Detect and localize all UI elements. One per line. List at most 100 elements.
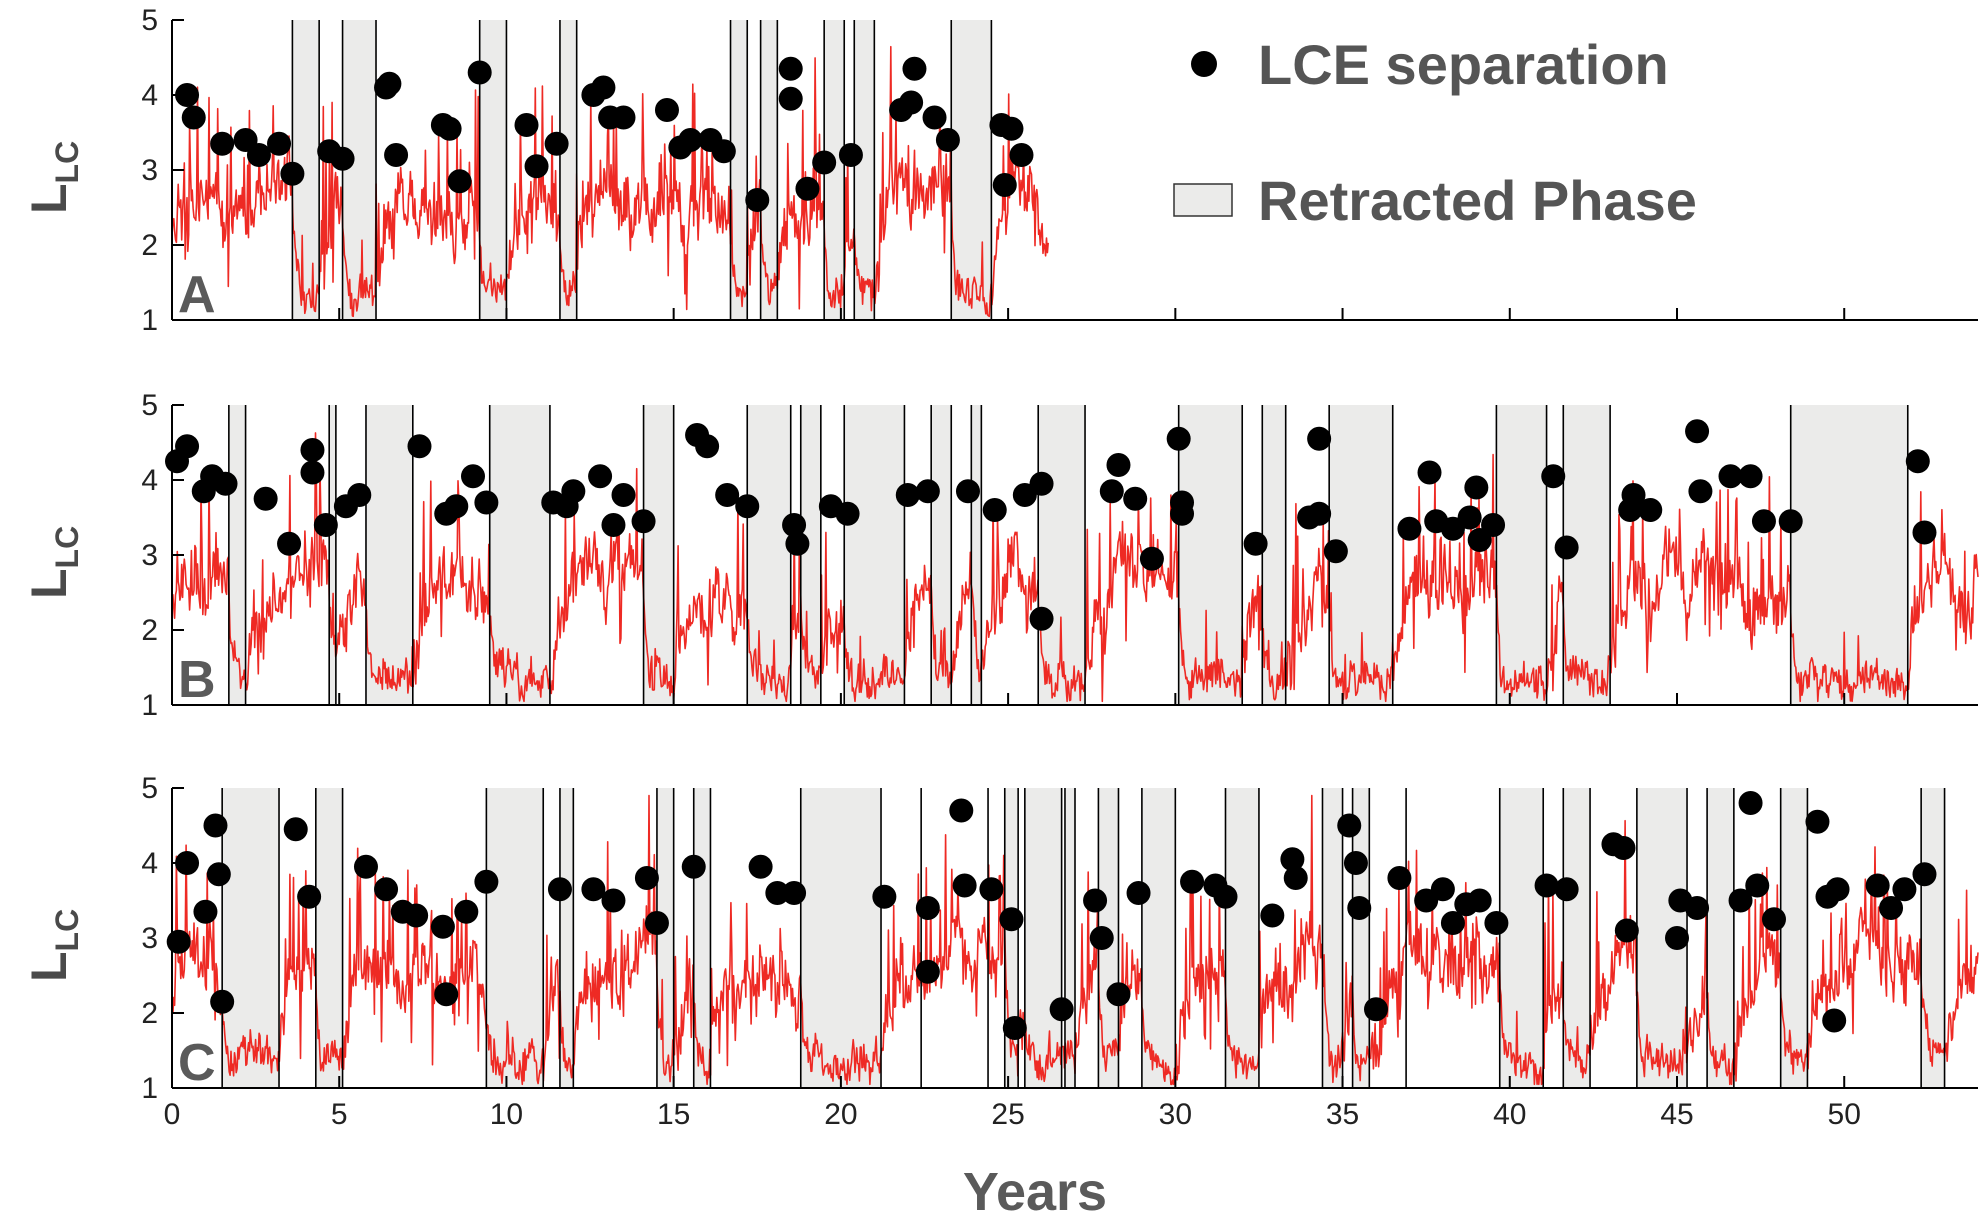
lce-separation-point-68 — [1738, 464, 1763, 489]
lce-separation-point-20 — [561, 479, 586, 504]
lce-separation-point-57 — [1464, 475, 1489, 500]
lce-separation-point-70 — [1778, 509, 1803, 534]
retracted-phase-2 — [315, 788, 343, 1088]
lce-separation-point-1 — [175, 83, 200, 107]
retracted-phase-14 — [1322, 788, 1343, 1088]
lce-separation-point-38 — [922, 105, 947, 130]
lce-separation-point-14 — [434, 982, 459, 1007]
lce-separation-point-41 — [999, 116, 1024, 141]
lce-separation-point-69 — [1751, 509, 1776, 534]
y-tick-label-4: 4 — [141, 464, 158, 497]
lce-separation-point-47 — [1243, 531, 1268, 556]
lce-separation-point-6 — [210, 989, 235, 1014]
lce-separation-point-67 — [1718, 464, 1743, 489]
lce-separation-point-55 — [1484, 911, 1509, 935]
retracted-phase-13 — [1262, 405, 1286, 705]
y-tick-label-2: 2 — [141, 997, 158, 1030]
panel-b: 1 2 3 4 5 LLC B — [21, 389, 1979, 722]
lce-separation-point-34 — [1049, 997, 1074, 1022]
y-tick-label-2: 2 — [141, 614, 158, 647]
y-tick-label-1: 1 — [141, 304, 158, 337]
retracted-phase-10 — [971, 405, 982, 705]
lce-separation-point-5 — [213, 471, 238, 496]
lce-separation-point-60 — [1541, 464, 1566, 489]
lce-separation-point-71 — [1825, 877, 1850, 902]
lce-separation-point-71 — [1905, 449, 1930, 474]
retracted-phase-13 — [1225, 788, 1259, 1088]
lce-separation-point-74 — [1892, 877, 1917, 902]
x-tick-label-15: 15 — [657, 1098, 690, 1131]
lce-separation-point-33 — [895, 483, 920, 507]
lce-separation-point-18 — [524, 154, 549, 179]
y-tick-label-5: 5 — [141, 4, 158, 37]
lce-separation-point-45 — [1337, 813, 1362, 838]
lce-separation-point-28 — [735, 494, 760, 519]
legend-label-lce-separation: LCE separation — [1258, 33, 1669, 96]
lce-separation-point-61 — [1554, 535, 1579, 560]
lce-separation-point-34 — [838, 143, 863, 167]
lce-separation-point-70 — [1822, 1008, 1847, 1033]
lce-separation-point-29 — [949, 798, 974, 823]
retracted-phase-12 — [1178, 405, 1243, 705]
lce-separation-point-42 — [992, 173, 1017, 197]
y-tick-label-3: 3 — [141, 922, 158, 955]
lce-separation-point-2 — [175, 434, 200, 459]
lce-separation-point-41 — [1106, 453, 1131, 477]
lce-separation-point-37 — [902, 56, 927, 81]
lce-separation-point-67 — [1761, 907, 1786, 932]
lce-separation-point-12 — [347, 483, 372, 507]
lce-separation-point-64 — [1728, 888, 1753, 913]
lce-separation-point-2 — [181, 105, 206, 130]
lce-separation-point-27 — [915, 896, 940, 920]
lce-separation-point-52 — [1397, 516, 1422, 541]
lc-index-series — [171, 432, 1979, 703]
lce-separation-point-5 — [246, 143, 271, 167]
lce-separation-point-44 — [1166, 426, 1191, 451]
lce-separation-point-35 — [955, 479, 980, 504]
lce-separation-point-9 — [330, 146, 355, 171]
lce-separation-point-32 — [795, 176, 820, 201]
lce-separation-point-53 — [1417, 460, 1442, 485]
axes: 1 2 3 4 5 — [141, 389, 1978, 722]
lce-separation-point-17 — [514, 113, 539, 137]
lce-separation-point-42 — [1260, 903, 1285, 928]
lce-separation-point-68 — [1805, 809, 1830, 834]
lce-separation-point-30 — [952, 873, 977, 898]
lce-separation-point-25 — [782, 881, 807, 905]
lce-separation-point-63 — [1685, 896, 1710, 920]
lce-separation-point-44 — [1283, 866, 1308, 890]
lce-separation-point-15 — [454, 899, 479, 924]
lce-separation-point-5 — [206, 862, 231, 887]
x-tick-label-35: 35 — [1326, 1098, 1359, 1131]
lce-separation-point-38 — [1126, 881, 1151, 905]
legend-label-retracted-phase: Retracted Phase — [1258, 169, 1697, 232]
y-axis-label-subscript: LC — [49, 909, 85, 952]
lce-separation-point-29 — [782, 513, 807, 537]
lce-separation-point-8 — [300, 438, 325, 462]
retracted-phases — [292, 20, 992, 320]
lce-separation-point-19 — [544, 131, 569, 156]
lce-separation-point-24 — [631, 509, 656, 534]
lce-separation-point-64 — [1638, 498, 1663, 522]
retracted-phases — [228, 405, 1908, 705]
lce-separation-point-12 — [384, 143, 409, 167]
lce-separation-point-33 — [1002, 1016, 1027, 1040]
lce-separation-point-23 — [611, 105, 636, 130]
retracted-phase-9 — [931, 405, 952, 705]
lce-separation-points — [166, 791, 1937, 1040]
y-tick-label-4: 4 — [141, 847, 158, 880]
retracted-phase-2 — [329, 405, 336, 705]
axes: 1 2 3 4 5 — [141, 4, 1978, 337]
lce-separation-point-6 — [253, 486, 278, 511]
lce-separation-point-31 — [979, 877, 1004, 902]
y-tick-label-5: 5 — [141, 772, 158, 805]
lce-separation-point-20 — [634, 866, 659, 890]
x-tick-label-20: 20 — [824, 1098, 857, 1131]
lce-separation-point-32 — [835, 501, 860, 526]
lce-separation-point-22 — [681, 854, 706, 879]
lce-separation-point-17 — [547, 877, 572, 902]
retracted-phase-2 — [342, 20, 377, 320]
